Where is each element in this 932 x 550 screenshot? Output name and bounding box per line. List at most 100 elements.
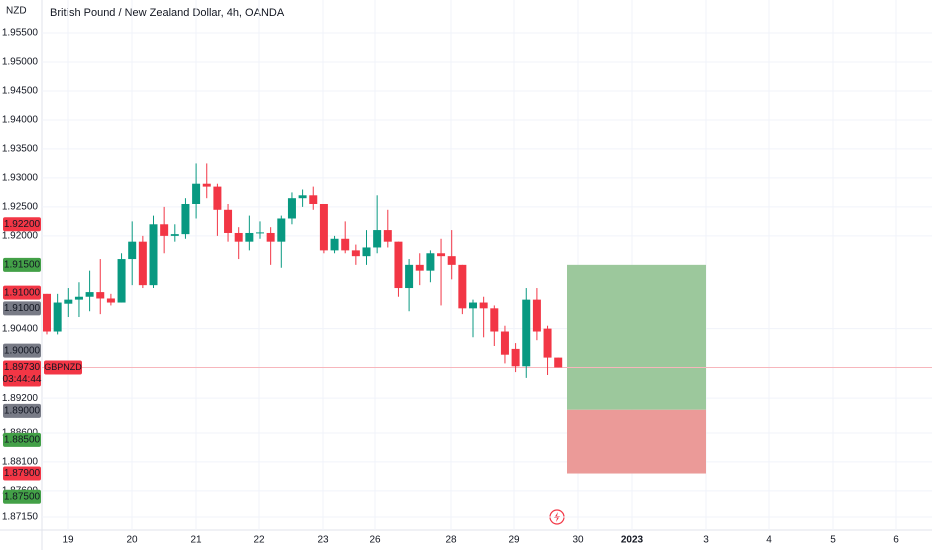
- price-tag-label: 1.90000: [4, 345, 41, 356]
- y-tick-label: 1.93000: [2, 173, 39, 184]
- candle-body: [234, 232, 243, 242]
- candle-body: [74, 296, 83, 300]
- candle-body: [351, 250, 360, 257]
- price-tag-label: 1.91000: [4, 287, 41, 298]
- x-tick-label: 20: [126, 535, 138, 546]
- candle-body: [181, 203, 190, 235]
- candle-body: [500, 331, 509, 355]
- candle-body: [362, 247, 371, 257]
- x-tick-label: 21: [190, 535, 202, 546]
- candle-body: [298, 195, 307, 199]
- candle-body: [64, 299, 73, 304]
- price-tag: [3, 285, 41, 300]
- candle-body: [490, 308, 499, 332]
- price-tag-label: 1.92200: [4, 219, 41, 230]
- candle-body: [53, 302, 62, 332]
- candle-body: [277, 218, 286, 242]
- y-tick-label: 1.92000: [2, 231, 39, 242]
- y-tick-label: 1.89200: [2, 393, 39, 404]
- candle-body: [266, 232, 275, 242]
- price-tag-label: 1.89000: [4, 406, 41, 417]
- y-tick-label: 1.94500: [2, 86, 39, 97]
- y-tick-label: 1.93500: [2, 144, 39, 155]
- candle-body: [405, 264, 414, 289]
- y-tick-label: 1.88100: [2, 457, 39, 468]
- candle-body: [245, 232, 254, 242]
- last-price-label: 1.89730: [4, 362, 41, 373]
- last-price-tag: [3, 360, 41, 387]
- candle-body: [373, 230, 382, 248]
- price-tag-label: 1.91500: [4, 259, 41, 270]
- candle-body: [149, 224, 158, 286]
- candle-body: [160, 224, 169, 236]
- candle-body: [522, 299, 531, 367]
- y-tick-label: 1.95000: [2, 57, 39, 68]
- currency-label: NZD: [6, 6, 27, 17]
- x-tick-label: 3: [703, 535, 709, 546]
- price-tag-label: 1.91000: [4, 303, 41, 314]
- price-tag: [3, 257, 41, 272]
- x-tick-label: 26: [369, 535, 381, 546]
- candle-body: [554, 357, 563, 368]
- price-tag: [3, 217, 41, 232]
- candle-body: [394, 241, 403, 289]
- candle-body: [543, 328, 552, 358]
- symbol-label: GBPNZD: [44, 362, 82, 372]
- x-tick-label: 23: [317, 535, 329, 546]
- y-tick-label: 1.92500: [2, 202, 39, 213]
- x-tick-label: 30: [572, 535, 584, 546]
- price-tag: [3, 403, 41, 418]
- x-tick-label: 4: [766, 535, 772, 546]
- candle-body: [309, 195, 318, 204]
- candle-body: [479, 302, 488, 309]
- y-tick-label: 1.95500: [2, 28, 39, 39]
- candle-body: [341, 238, 350, 251]
- candle-body: [117, 259, 126, 303]
- price-tag-label: 1.88500: [4, 435, 41, 446]
- x-tick-label: 2023: [621, 535, 644, 546]
- candle-body: [256, 232, 264, 234]
- symbol-tag: [44, 360, 82, 375]
- price-tag: [3, 301, 41, 316]
- loss-zone: [567, 409, 706, 474]
- candle-body: [330, 238, 339, 251]
- price-tag: [3, 489, 41, 504]
- candle-body: [224, 209, 233, 233]
- candle-body: [383, 230, 392, 242]
- candle-body: [85, 292, 94, 297]
- candle-body: [319, 203, 328, 251]
- candle-body: [458, 264, 467, 309]
- candle-body: [43, 293, 51, 332]
- candle-body: [96, 292, 105, 299]
- x-tick-label: 6: [893, 535, 899, 546]
- candle-body: [426, 253, 435, 271]
- chart-title: British Pound / New Zealand Dollar, 4h, …: [50, 7, 285, 19]
- candle-body: [202, 183, 211, 187]
- x-tick-label: 19: [62, 535, 74, 546]
- y-tick-label: 1.90400: [2, 323, 39, 334]
- candle-body: [287, 198, 296, 219]
- price-tag: [3, 432, 41, 447]
- candle-body: [106, 298, 115, 303]
- candle-body: [138, 241, 147, 286]
- x-tick-label: 5: [830, 535, 836, 546]
- candle-body: [170, 234, 179, 236]
- profit-zone: [567, 264, 706, 410]
- candle-body: [213, 186, 222, 210]
- candle-body: [532, 299, 541, 332]
- price-tag: [3, 466, 41, 481]
- x-tick-label: 28: [445, 535, 457, 546]
- candle-body: [437, 253, 446, 257]
- grid: [42, 0, 932, 530]
- candle-body: [511, 348, 520, 367]
- countdown: 03:44:44: [3, 374, 42, 385]
- price-tag: [3, 343, 41, 358]
- candle-body: [128, 241, 137, 260]
- candle-body: [469, 302, 477, 309]
- x-tick-label: 22: [253, 535, 265, 546]
- x-tick-label: 29: [508, 535, 520, 546]
- price-tag-label: 1.87900: [4, 468, 41, 479]
- y-tick-label: 1.87150: [2, 512, 39, 523]
- candle-body: [447, 256, 456, 265]
